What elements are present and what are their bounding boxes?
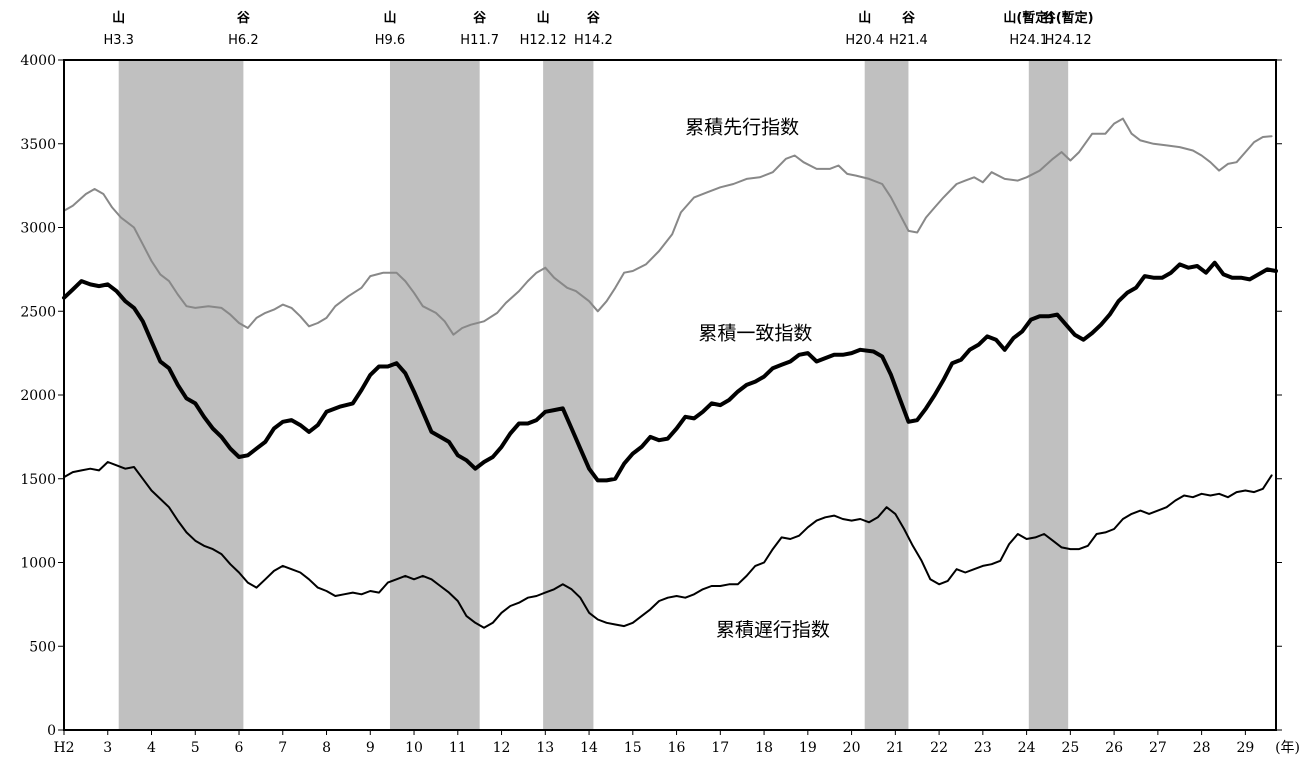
peak-date: H12.12 bbox=[520, 33, 567, 48]
recession-band bbox=[1028, 60, 1069, 730]
peak-date: H3.3 bbox=[103, 33, 133, 48]
x-tick-label: 29 bbox=[1236, 740, 1254, 756]
x-tick-label: 11 bbox=[449, 740, 467, 756]
x-tick-label: 14 bbox=[580, 740, 598, 756]
trough-marker: 谷 bbox=[473, 10, 487, 26]
x-tick-label: 16 bbox=[668, 740, 686, 756]
y-tick-label: 2500 bbox=[20, 304, 56, 320]
recession-band bbox=[389, 60, 480, 730]
y-tick-label: 1500 bbox=[20, 472, 56, 488]
y-tick-label: 500 bbox=[29, 639, 56, 655]
trough-marker: 谷(暫定) bbox=[1043, 10, 1094, 26]
peak-date: H24.1 bbox=[1009, 33, 1048, 48]
trough-date: H24.12 bbox=[1045, 33, 1092, 48]
x-tick-label: 18 bbox=[755, 740, 773, 756]
peak-marker: 山 bbox=[537, 10, 550, 26]
x-axis-unit-label: (年) bbox=[1275, 740, 1300, 756]
x-tick-label: 26 bbox=[1105, 740, 1123, 756]
x-tick-label: 27 bbox=[1149, 740, 1167, 756]
x-tick-label: 23 bbox=[974, 740, 992, 756]
y-tick-label: 1000 bbox=[20, 556, 56, 572]
series-line bbox=[63, 117, 1273, 336]
x-axis: H2 3 4 5 6 7 8 9 10 11 12 13 14 15 16 17 18 19 20 21 22 23 24 2… bbox=[53, 730, 1254, 756]
y-tick-label: 2000 bbox=[20, 388, 56, 404]
peak-marker: 山 bbox=[112, 10, 125, 26]
series-line bbox=[62, 260, 1278, 483]
trough-date: H14.2 bbox=[574, 33, 613, 48]
peak-date: H20.4 bbox=[845, 33, 884, 48]
x-tick-label: 17 bbox=[711, 740, 729, 756]
trough-date: H11.7 bbox=[460, 33, 499, 48]
y-tick-label: 3000 bbox=[20, 221, 56, 237]
x-tick-label: 25 bbox=[1061, 740, 1079, 756]
series-line bbox=[63, 461, 1273, 629]
peak-date: H9.6 bbox=[375, 33, 405, 48]
x-tick-label: H2 bbox=[53, 740, 74, 756]
y-tick-label: 3500 bbox=[20, 137, 56, 153]
x-tick-label: 28 bbox=[1193, 740, 1211, 756]
series-label: 累積遅行指数 bbox=[716, 619, 830, 641]
x-tick-label: 9 bbox=[366, 740, 375, 756]
series-label: 累積一致指数 bbox=[698, 323, 812, 345]
turning-point-labels: 山 H3.3 谷 H6.2 山 H9.6 谷 H11.7 山 H12.12 谷 H14.2 山 H20.4… bbox=[103, 10, 1093, 48]
x-tick-label: 7 bbox=[278, 740, 287, 756]
peak-marker: 山(暫定) bbox=[1003, 10, 1054, 26]
x-tick-label: 5 bbox=[191, 740, 200, 756]
x-tick-label: 24 bbox=[1018, 740, 1036, 756]
recession-band bbox=[118, 60, 244, 730]
plot-frame bbox=[63, 59, 1277, 731]
x-tick-label: 19 bbox=[799, 740, 817, 756]
x-tick-label: 8 bbox=[322, 740, 331, 756]
x-tick-label: 20 bbox=[843, 740, 861, 756]
x-tick-label: 21 bbox=[886, 740, 904, 756]
trough-date: H21.4 bbox=[889, 33, 928, 48]
peak-marker: 山 bbox=[383, 10, 396, 26]
x-tick-label: 3 bbox=[103, 740, 112, 756]
recession-band bbox=[543, 60, 594, 730]
x-tick-label: 15 bbox=[624, 740, 642, 756]
trough-marker: 谷 bbox=[587, 10, 601, 26]
recession-bands bbox=[118, 60, 1069, 730]
x-tick-label: 13 bbox=[536, 740, 554, 756]
y-tick-label: 4000 bbox=[20, 53, 56, 69]
y-axis: 0 500 1000 1500 2000 2500 3000 3500 4000 bbox=[20, 53, 1282, 739]
recession-band bbox=[864, 60, 909, 730]
x-tick-label: 22 bbox=[930, 740, 948, 756]
x-tick-label: 10 bbox=[405, 740, 423, 756]
series-label: 累積先行指数 bbox=[685, 117, 799, 139]
series-lines bbox=[62, 117, 1278, 629]
trough-date: H6.2 bbox=[228, 33, 258, 48]
x-tick-label: 6 bbox=[235, 740, 244, 756]
trough-marker: 谷 bbox=[902, 10, 916, 26]
trough-marker: 谷 bbox=[237, 10, 251, 26]
peak-marker: 山 bbox=[858, 10, 871, 26]
x-tick-label: 12 bbox=[493, 740, 511, 756]
y-tick-label: 0 bbox=[47, 723, 56, 739]
x-tick-label: 4 bbox=[147, 740, 156, 756]
